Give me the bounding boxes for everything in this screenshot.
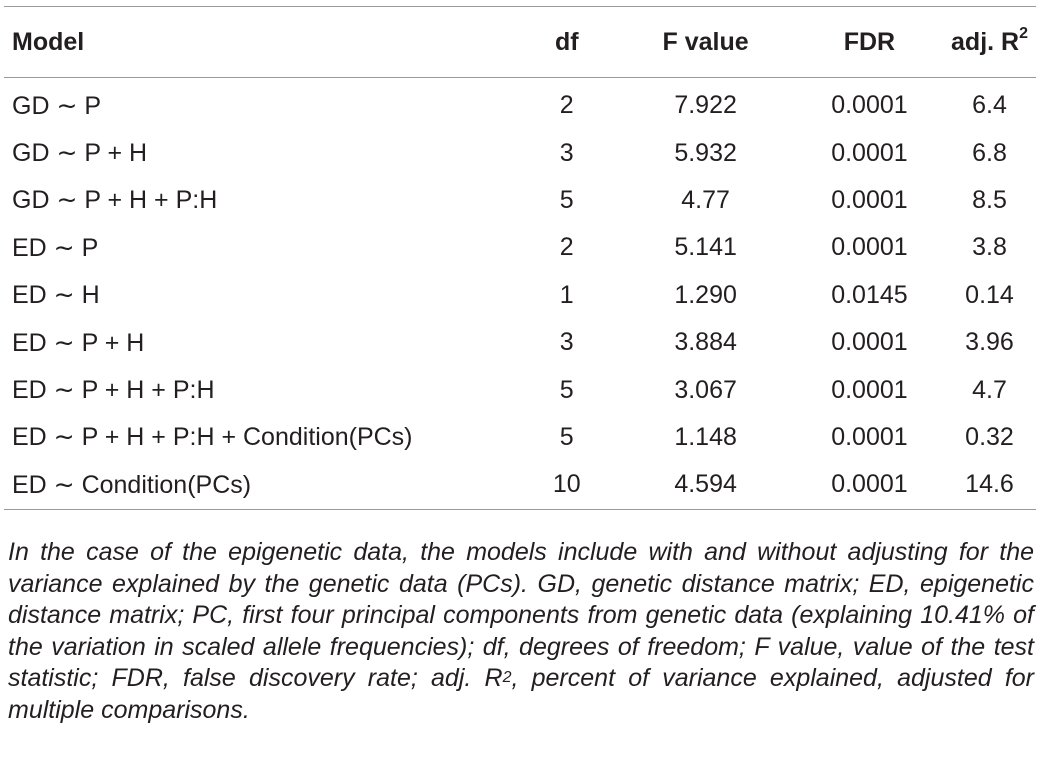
cell-fdr: 0.0001 <box>795 461 944 510</box>
cell-fdr: 0.0001 <box>831 422 908 451</box>
cell-model: ED ∼ P + H + P:H <box>12 376 215 405</box>
footnote-text: In the case of the epigenetic data, the … <box>8 538 1034 693</box>
cell-f-value: 3.884 <box>674 328 737 357</box>
cell-df: 10 <box>518 461 616 510</box>
table-row: ED ∼ Condition(PCs) 10 4.594 0.0001 14.6 <box>4 461 1036 510</box>
cell-df: 2 <box>559 91 574 120</box>
cell-fdr: 0.0001 <box>831 375 908 404</box>
cell-adj-r2: 8.5 <box>972 185 1007 214</box>
col-header-f-value: F value <box>615 6 796 78</box>
cell-df: 5 <box>559 375 574 404</box>
table-row: ED ∼ P + H + P:H + Condition(PCs) 5 1.14… <box>4 414 1036 461</box>
table-row: GD ∼ P + H + P:H 5 4.77 0.0001 8.5 <box>4 177 1036 224</box>
cell-f-value: 4.594 <box>615 461 796 510</box>
table-row: GD ∼ P + H 3 5.932 0.0001 6.8 <box>4 129 1036 176</box>
cell-df: 3 <box>559 138 574 167</box>
cell-model: ED ∼ H <box>12 281 100 310</box>
cell-df: 1 <box>559 280 574 309</box>
cell-fdr: 0.0145 <box>831 280 908 309</box>
table-row: GD ∼ P 2 7.922 0.0001 6.4 <box>4 78 1036 130</box>
cell-adj-r2: 3.96 <box>965 328 1014 357</box>
footnote-superscript: 2 <box>502 669 512 687</box>
adj-r2-label: adj. R <box>951 27 1020 56</box>
cell-model: ED ∼ Condition(PCs) <box>4 461 519 510</box>
col-header-model: Model <box>4 6 519 78</box>
cell-f-value: 3.067 <box>674 375 737 404</box>
cell-f-value: 5.932 <box>674 138 737 167</box>
cell-fdr: 0.0001 <box>831 328 908 357</box>
table-footnote: In the case of the epigenetic data, the … <box>8 537 1034 727</box>
cell-fdr: 0.0001 <box>831 185 908 214</box>
col-header-df: df <box>518 6 616 78</box>
col-header-adj-r2: adj. R2 <box>943 6 1036 78</box>
cell-df: 3 <box>559 328 574 357</box>
cell-adj-r2: 0.32 <box>965 422 1014 451</box>
cell-model: GD ∼ P <box>12 91 102 120</box>
cell-adj-r2: 4.7 <box>972 375 1007 404</box>
cell-df: 5 <box>559 422 574 451</box>
adj-r2-superscript: 2 <box>1019 24 1028 42</box>
table-row: ED ∼ P + H + P:H 5 3.067 0.0001 4.7 <box>4 366 1036 413</box>
cell-fdr: 0.0001 <box>831 138 908 167</box>
cell-adj-r2: 0.14 <box>965 280 1014 309</box>
header-row: Model df F value FDR adj. R2 <box>4 6 1036 78</box>
cell-model: ED ∼ P <box>12 233 99 262</box>
cell-fdr: 0.0001 <box>831 233 908 262</box>
cell-model: GD ∼ P + H + P:H <box>12 186 218 215</box>
cell-f-value: 4.77 <box>681 185 730 214</box>
footnote-text-end: , percent of variance explained, adjuste… <box>8 664 1034 724</box>
table-row: ED ∼ P + H 3 3.884 0.0001 3.96 <box>4 319 1036 366</box>
cell-model: ED ∼ P + H <box>12 328 145 357</box>
cell-fdr: 0.0001 <box>831 91 908 120</box>
cell-model: ED ∼ P + H + P:H + Condition(PCs) <box>12 423 413 452</box>
cell-adj-r2: 14.6 <box>943 461 1036 510</box>
table-row: ED ∼ H 1 1.290 0.0145 0.14 <box>4 272 1036 319</box>
results-table: Model df F value FDR adj. R2 GD ∼ P 2 7.… <box>4 6 1036 510</box>
cell-f-value: 1.148 <box>674 422 737 451</box>
cell-df: 5 <box>559 185 574 214</box>
cell-df: 2 <box>559 233 574 262</box>
cell-f-value: 5.141 <box>674 233 737 262</box>
cell-f-value: 7.922 <box>674 91 737 120</box>
table-row: ED ∼ P 2 5.141 0.0001 3.8 <box>4 224 1036 271</box>
cell-adj-r2: 3.8 <box>972 233 1007 262</box>
cell-f-value: 1.290 <box>674 280 737 309</box>
cell-adj-r2: 6.4 <box>972 91 1007 120</box>
cell-model: GD ∼ P + H <box>12 139 148 168</box>
cell-adj-r2: 6.8 <box>972 138 1007 167</box>
col-header-fdr: FDR <box>795 6 944 78</box>
